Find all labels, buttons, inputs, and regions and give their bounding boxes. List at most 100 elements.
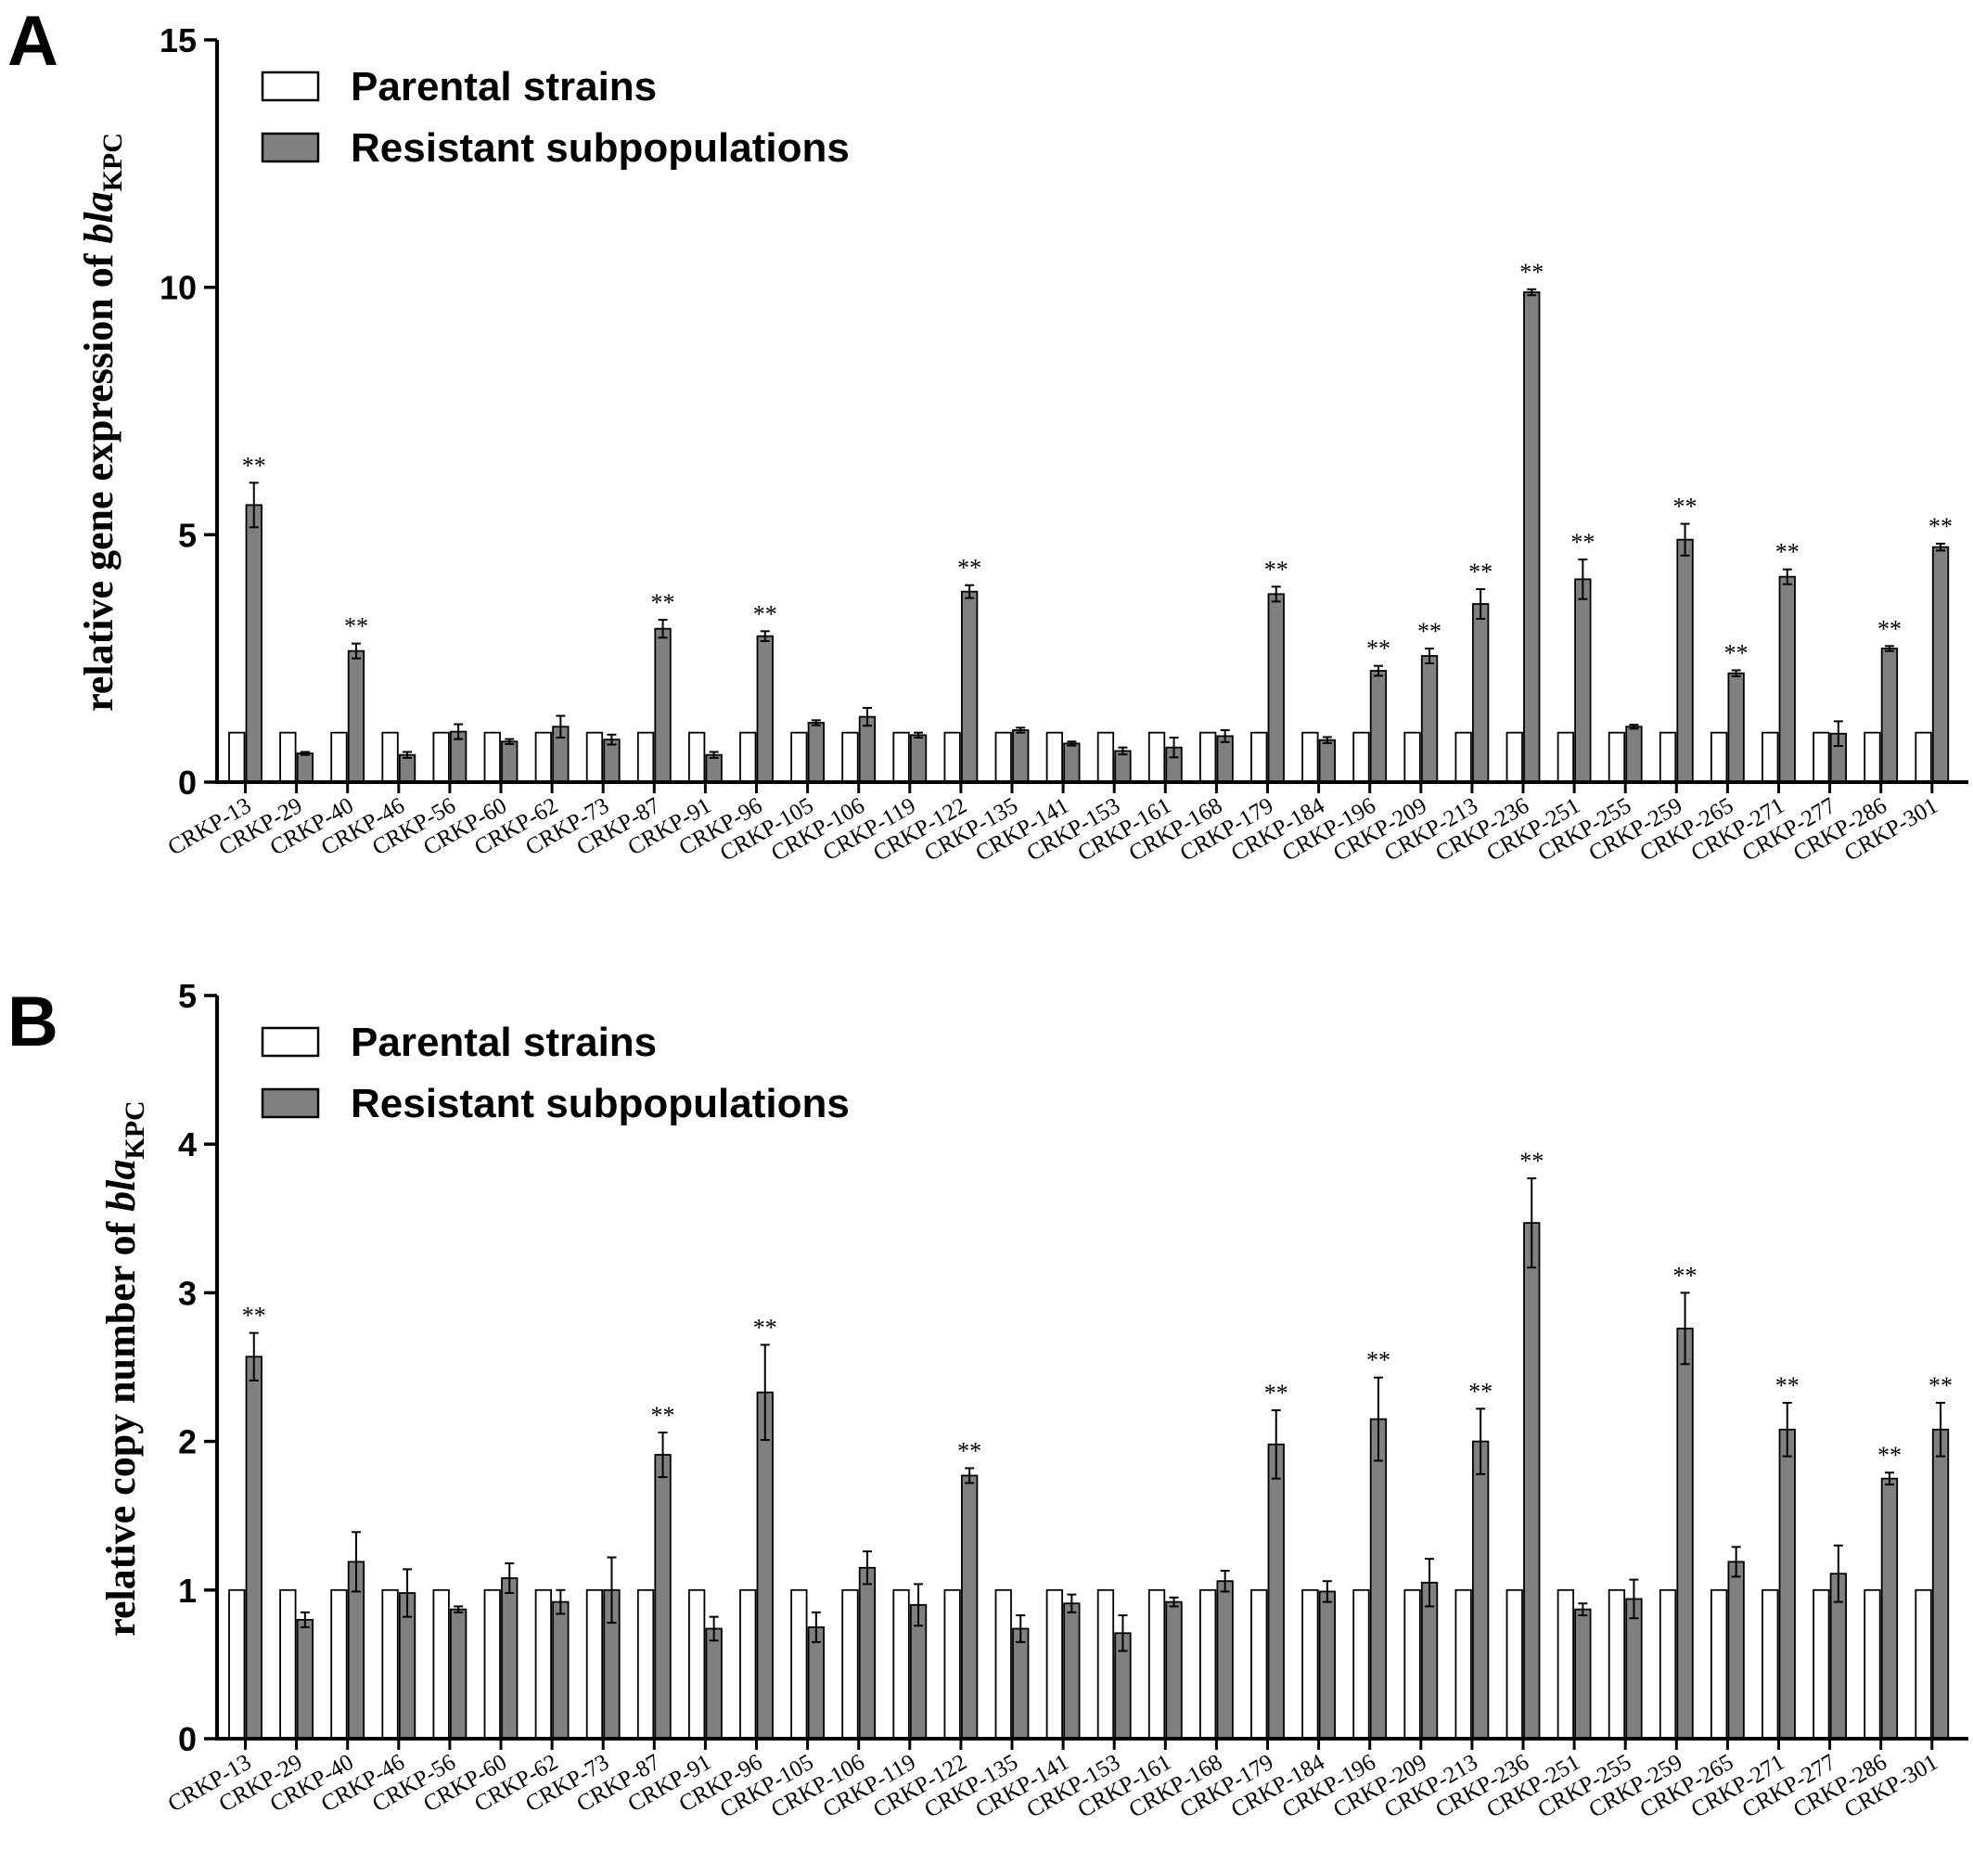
panel-b-y-tick-label-3: 3	[178, 1274, 197, 1312]
panel-a-significance-29: **	[1724, 639, 1749, 666]
panel-b-bar-parental-29	[1710, 1588, 1728, 1740]
panel-b-bar-resistant-14	[961, 1474, 979, 1740]
panel-b-bar-resistant-8	[654, 1454, 672, 1740]
panel-a-bar-parental-9	[688, 731, 706, 783]
panel-a-bar-parental-27	[1608, 731, 1626, 783]
panel-a-significance-32: **	[1877, 615, 1902, 642]
panel-a-bar-resistant-10	[756, 635, 774, 783]
panel-a-bar-parental-4	[432, 731, 450, 783]
panel-b-bar-resistant-22	[1369, 1418, 1388, 1740]
panel-a-bar-parental-10	[739, 731, 757, 783]
panel-a-bar-parental-25	[1505, 731, 1523, 783]
panel-b-bar-parental-4	[432, 1588, 450, 1740]
panel-a-significance-25: **	[1519, 259, 1544, 286]
panel-a-y-tick-label-0: 0	[178, 764, 197, 802]
panel-a-bar-parental-20	[1250, 731, 1268, 783]
panel-b-bar-parental-31	[1813, 1588, 1830, 1740]
panel-a-y-axis-label: relative gene expression of blaKPC	[76, 133, 128, 712]
panel-b-bar-resistant-18	[1165, 1600, 1183, 1740]
panel-b-bar-parental-24	[1454, 1588, 1472, 1740]
panel-a-bar-resistant-20	[1267, 593, 1285, 783]
panel-b-bar-parental-17	[1096, 1588, 1115, 1740]
panel-a-bar-parental-16	[1045, 731, 1063, 783]
panel-a-bar-resistant-32	[1880, 648, 1899, 783]
panel-b-bar-parental-14	[943, 1588, 961, 1740]
panel-b-chart: B relative copy number of blaKPC Parenta…	[7, 977, 1968, 1823]
panel-a-bar-parental-28	[1659, 731, 1677, 783]
panel-a-bar-parental-21	[1301, 731, 1319, 783]
panel-a-bar-resistant-29	[1727, 672, 1745, 783]
panel-b-y-axis-label: relative copy number of blaKPC	[98, 1100, 150, 1636]
panel-a-legend-label-resistant: Resistant subpopulations	[351, 125, 850, 171]
panel-a-bar-parental-31	[1813, 731, 1830, 783]
panel-a-significance-33: **	[1928, 513, 1953, 540]
panel-a-letter: A	[7, 2, 58, 81]
panel-a-significance-22: **	[1366, 636, 1390, 662]
panel-a-bar-resistant-1	[296, 752, 314, 783]
panel-a-significance-10: **	[753, 600, 777, 627]
panel-a-chart: A relative gene expression of blaKPC Par…	[7, 2, 1968, 867]
panel-b-bar-parental-2	[330, 1588, 348, 1740]
panel-a-bar-parental-14	[943, 731, 961, 783]
panel-a-bar-resistant-7	[603, 739, 621, 783]
panel-b-bar-parental-32	[1864, 1588, 1881, 1740]
panel-b-bar-parental-16	[1045, 1588, 1063, 1740]
panel-b-bar-parental-13	[892, 1588, 910, 1740]
panel-b-bar-resistant-30	[1778, 1428, 1796, 1740]
panel-a-bar-parental-29	[1710, 731, 1728, 783]
panel-b-bar-resistant-10	[756, 1391, 774, 1740]
panel-b-y-tick-label-1: 1	[178, 1572, 197, 1610]
panel-a-bar-parental-0	[228, 731, 246, 783]
panel-b-bar-resistant-32	[1880, 1477, 1899, 1740]
panel-b-significance-10: **	[753, 1314, 777, 1341]
panel-b-bar-resistant-29	[1727, 1561, 1745, 1740]
panel-a-bar-parental-12	[841, 731, 859, 783]
panel-b-y-tick-label-0: 0	[178, 1720, 197, 1758]
panel-b-bar-resistant-20	[1267, 1443, 1285, 1740]
panel-a-significance-0: **	[242, 452, 266, 479]
panel-b-significance-33: **	[1928, 1372, 1953, 1399]
panel-a-bar-resistant-2	[347, 649, 365, 783]
panel-a-y-tick-label-2: 10	[160, 269, 197, 307]
panel-b-bar-parental-27	[1608, 1588, 1626, 1740]
panel-b-bar-parental-15	[994, 1588, 1012, 1740]
panel-a-bar-resistant-11	[807, 722, 825, 783]
panel-b-bar-parental-9	[688, 1588, 706, 1740]
panel-b-bar-resistant-11	[807, 1625, 825, 1740]
panel-b-y-tick-label-2: 2	[178, 1423, 197, 1461]
panel-a-bar-resistant-28	[1676, 538, 1694, 783]
panel-a-bar-resistant-13	[909, 734, 928, 783]
panel-a-plot-area: 051015**CRKP-13CRKP-29**CRKP-40CRKP-46CR…	[160, 21, 1968, 867]
panel-a-y-tick-label-3: 15	[160, 21, 197, 59]
panel-a-bar-resistant-23	[1420, 655, 1439, 783]
panel-a-significance-14: **	[957, 555, 981, 582]
panel-a-bar-resistant-24	[1472, 603, 1490, 783]
panel-b-letter: B	[7, 983, 58, 1061]
panel-a-bar-resistant-14	[961, 590, 979, 783]
panel-a-bar-parental-22	[1352, 731, 1370, 783]
panel-a-bar-resistant-22	[1369, 670, 1388, 783]
panel-b-bar-parental-23	[1403, 1588, 1421, 1740]
panel-b-bar-parental-22	[1352, 1588, 1370, 1740]
panel-a-bar-resistant-9	[705, 753, 723, 783]
panel-b-bar-parental-1	[279, 1588, 297, 1740]
panel-a-bar-parental-8	[636, 731, 655, 783]
panel-b-significance-8: **	[651, 1402, 675, 1429]
panel-b-bar-resistant-26	[1574, 1608, 1592, 1740]
panel-b-bar-parental-33	[1915, 1588, 1932, 1740]
panel-a-bar-resistant-16	[1063, 742, 1081, 783]
panel-b-significance-22: **	[1366, 1347, 1390, 1374]
panel-a-legend: Parental strains Resistant subpopulation…	[261, 64, 850, 171]
panel-b-bar-resistant-33	[1931, 1428, 1950, 1740]
panel-a-bar-resistant-27	[1625, 726, 1643, 783]
panel-b-bar-parental-20	[1250, 1588, 1268, 1740]
panel-b-legend-swatch-resistant	[261, 1087, 320, 1119]
panel-a-bar-parental-3	[381, 731, 399, 783]
panel-a-bar-parental-13	[892, 731, 910, 783]
panel-a-bar-resistant-17	[1114, 750, 1132, 783]
panel-b-bar-parental-10	[739, 1588, 757, 1740]
panel-b-significance-14: **	[957, 1437, 981, 1464]
panel-a-bar-resistant-21	[1318, 739, 1336, 783]
panel-b-bar-resistant-4	[449, 1608, 468, 1740]
panel-a-bar-parental-7	[585, 731, 604, 783]
